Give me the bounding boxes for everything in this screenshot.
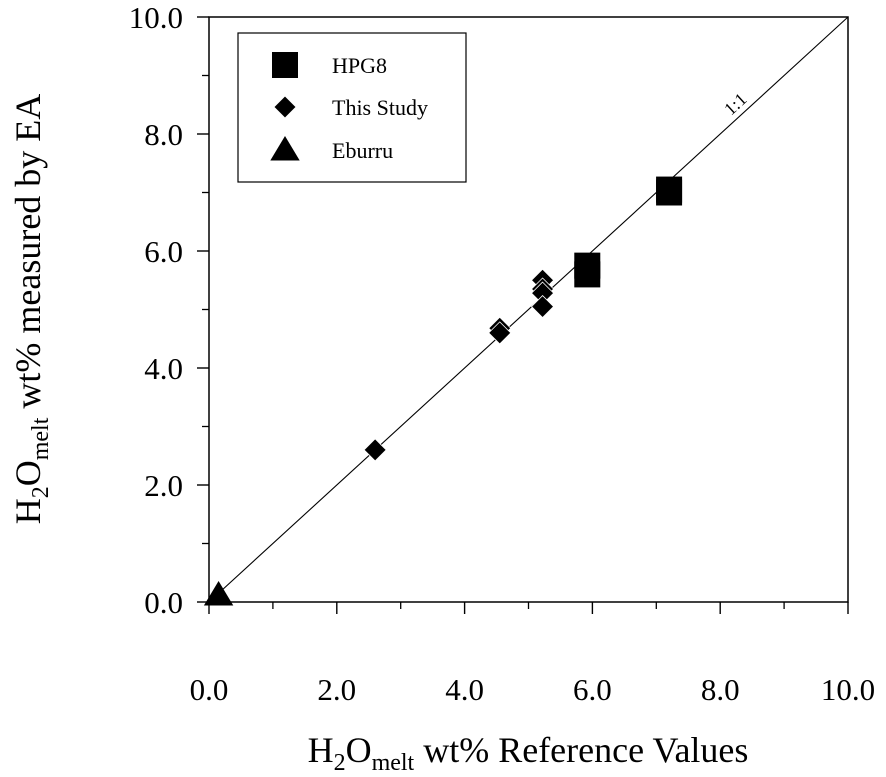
x-tick-label: 2.0 [317, 672, 356, 707]
y-axis-title: H2Omelt wt% measured by EA [8, 94, 54, 525]
y-tick-label: 8.0 [144, 117, 183, 152]
data-point-this-study [488, 321, 512, 345]
y-tick-label: 0.0 [144, 585, 183, 620]
x-tick-label: 6.0 [573, 672, 612, 707]
x-tick-label: 0.0 [190, 672, 229, 707]
x-axis-title: H2Omelt wt% Reference Values [308, 730, 749, 776]
data-point-hpg8 [656, 179, 683, 206]
y-tick-label: 2.0 [144, 468, 183, 503]
y-tick-label: 6.0 [144, 234, 183, 269]
legend-marker-eburru [270, 136, 300, 161]
data-point-this-study [530, 295, 555, 319]
reference-line-label: 1:1 [720, 89, 750, 119]
reference-line-1-1 [208, 16, 849, 603]
data-point-this-study [363, 438, 387, 462]
legend-label-hpg8: HPG8 [332, 53, 387, 78]
y-tick-label: 4.0 [144, 351, 183, 386]
legend-marker-hpg8 [272, 52, 298, 78]
legend-marker-this-study [273, 95, 297, 119]
y-tick-label: 10.0 [129, 0, 183, 35]
ticks: 0.0 2.0 4.0 6.0 8.0 10.0 0.0 2.0 4.0 6.0 8.0 10.0 [129, 0, 875, 707]
legend: HPG8 This Study Eburru [237, 32, 467, 183]
x-tick-label: 8.0 [701, 672, 740, 707]
data-point-eburru [203, 580, 234, 606]
x-tick-label: 10.0 [821, 672, 875, 707]
data-points [203, 176, 683, 606]
legend-label-this-study: This Study [332, 95, 428, 120]
legend-label-eburru: Eburru [332, 138, 393, 163]
x-tick-label: 4.0 [445, 672, 484, 707]
data-point-hpg8 [574, 261, 601, 288]
